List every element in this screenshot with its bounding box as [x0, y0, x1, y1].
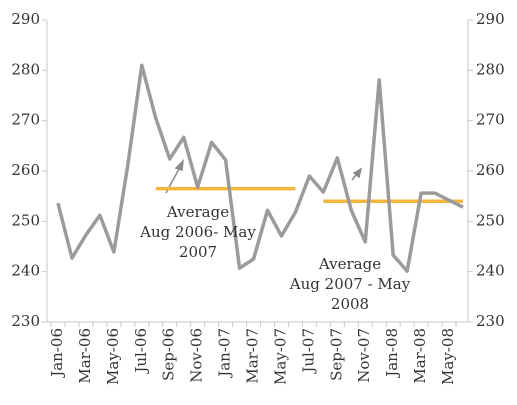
annotation: Average — [318, 255, 381, 273]
y-tick-label: 240 — [11, 262, 40, 280]
y-tick-label: 270 — [11, 111, 40, 129]
y2-tick-label: 280 — [476, 60, 505, 78]
x-tick-label: Jan-07 — [216, 328, 234, 379]
annotation: Average — [166, 203, 229, 221]
x-tick-label: May-08 — [439, 328, 457, 385]
x-tick-label: May-06 — [104, 328, 122, 385]
x-tick-label: Sep-06 — [160, 328, 178, 381]
x-tick-label: Jul-07 — [299, 328, 317, 375]
x-tick-label: Jul-06 — [132, 328, 150, 375]
annotation: Aug 2006- May — [139, 223, 256, 241]
y2-tick-label: 290 — [476, 10, 505, 28]
y-tick-label: 230 — [11, 312, 40, 330]
x-tick-label: Mar-06 — [76, 328, 94, 384]
y2-tick-label: 230 — [476, 312, 505, 330]
y-tick-label: 260 — [11, 161, 40, 179]
y2-tick-label: 240 — [476, 262, 505, 280]
y2-tick-label: 250 — [476, 211, 505, 229]
x-tick-label: Jan-06 — [48, 328, 66, 379]
x-tick-label: Nov-06 — [188, 328, 206, 383]
series-line — [56, 63, 464, 273]
annotation: 2008 — [331, 295, 369, 313]
x-tick-label: Sep-07 — [327, 328, 345, 381]
arrow-head — [352, 167, 363, 179]
y2-tick-label: 270 — [476, 111, 505, 129]
x-tick-label: Jan-08 — [383, 328, 401, 379]
x-tick-label: Mar-07 — [244, 328, 262, 384]
y-tick-label: 280 — [11, 60, 40, 78]
y-tick-label: 290 — [11, 10, 40, 28]
arrow-head — [174, 158, 184, 172]
y2-tick-label: 260 — [476, 161, 505, 179]
y-tick-label: 250 — [11, 211, 40, 229]
annotation: Aug 2007 - May — [289, 275, 411, 293]
x-tick-label: Nov-07 — [355, 328, 373, 383]
annotation: 2007 — [179, 243, 217, 261]
x-tick-label: Mar-08 — [411, 328, 429, 384]
x-tick-label: May-07 — [271, 328, 289, 385]
